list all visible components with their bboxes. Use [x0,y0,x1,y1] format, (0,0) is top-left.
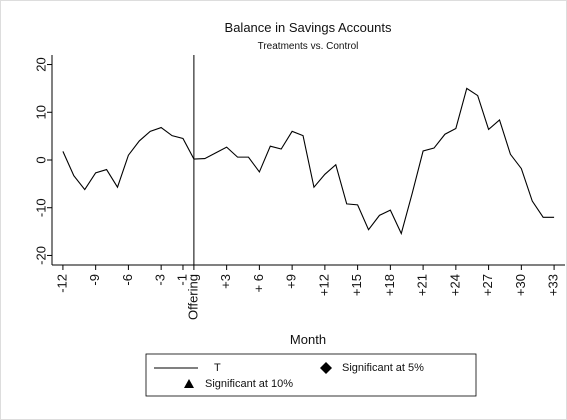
x-tick-label: +24 [447,274,462,296]
y-tick-label: 0 [33,156,48,163]
x-tick-label: +9 [284,274,299,289]
y-tick-label: -20 [33,246,48,265]
x-tick-label: + 6 [251,274,266,292]
x-tick-label: Offering [185,274,200,320]
x-tick-label: +18 [382,274,397,296]
chart-title: Balance in Savings Accounts [225,20,392,35]
x-tick-label: +12 [316,274,331,296]
x-tick-label: +15 [349,274,364,296]
x-tick-label: -1 [174,274,189,286]
x-tick-label: -3 [153,274,168,286]
y-tick-label: -10 [33,198,48,217]
x-tick-label: +27 [480,274,495,296]
x-tick-label: +33 [546,274,561,296]
x-tick-label: -6 [120,274,135,286]
x-axis-label: Month [290,332,326,347]
legend-label: Significant at 5% [342,362,424,374]
legend-box [145,353,477,397]
y-tick-label: 20 [33,57,48,71]
legend-label: Significant at 10% [205,378,293,390]
x-tick-label: +30 [513,274,528,296]
x-tick-label: +3 [218,274,233,289]
x-tick-label: -12 [54,274,69,293]
x-tick-label: -9 [87,274,102,286]
legend-marker [184,379,194,388]
x-tick-label: +21 [415,274,430,296]
legend-label: T [214,362,221,374]
series-line [62,87,555,236]
y-tick-label: 10 [33,105,48,119]
chart-subtitle: Treatments vs. Control [258,41,359,52]
legend-marker [320,362,332,374]
